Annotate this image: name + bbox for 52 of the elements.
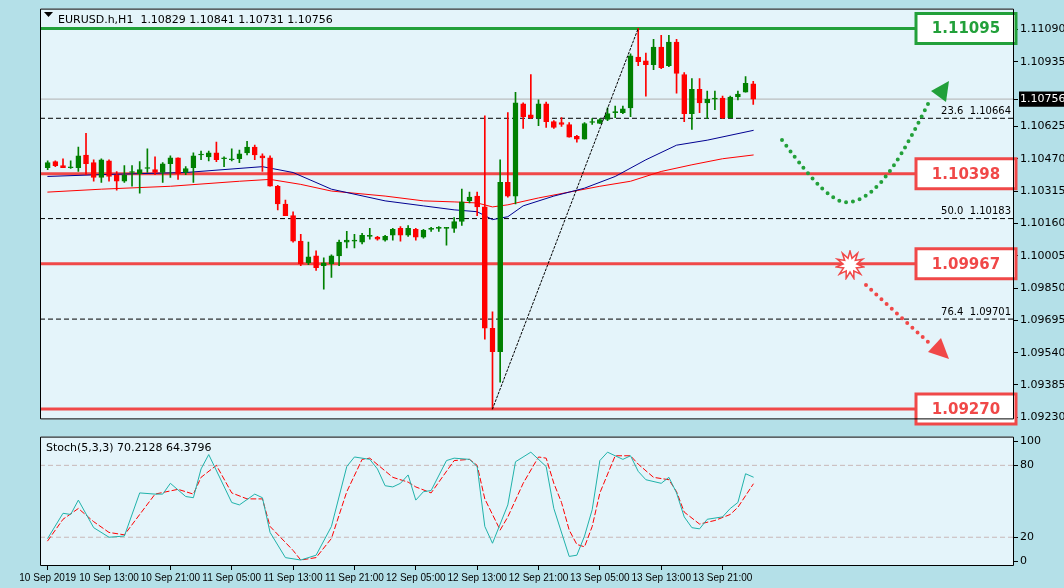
y-tick-label: 1.09850 bbox=[1020, 280, 1064, 294]
x-tick-label: 11 Sep 21:00 bbox=[325, 571, 385, 583]
x-tick-label: 12 Sep 13:00 bbox=[447, 571, 508, 583]
candlestick bbox=[635, 28, 642, 67]
candlestick bbox=[643, 52, 649, 97]
y-tick-label: 1.09385 bbox=[1020, 377, 1064, 391]
y-tick-label: 0 bbox=[1020, 554, 1027, 568]
y-tick-label: 80 bbox=[1020, 458, 1034, 472]
candlestick bbox=[136, 161, 143, 194]
x-tick-label: 11 Sep 13:00 bbox=[263, 571, 323, 583]
y-tick-label: 1.10625 bbox=[1020, 119, 1064, 133]
x-tick-label: 12 Sep 21:00 bbox=[508, 571, 569, 583]
x-tick-label: 10 Sep 13:00 bbox=[79, 571, 140, 583]
candlestick bbox=[228, 148, 235, 162]
candlestick bbox=[528, 74, 534, 120]
candlestick bbox=[152, 156, 158, 175]
x-tick-label: 11 Sep 05:00 bbox=[202, 571, 262, 583]
ref-line-label: 1.10398 bbox=[931, 164, 1001, 183]
y-tick-label: 20 bbox=[1020, 530, 1034, 544]
candlestick bbox=[221, 156, 227, 167]
y-tick-label: 1.10315 bbox=[1020, 183, 1064, 197]
candlestick bbox=[366, 228, 373, 240]
x-tick-label: 13 Sep 05:00 bbox=[570, 571, 631, 583]
y-tick-label: 1.10756 bbox=[1020, 91, 1064, 105]
ref-line-label: 76.4 1.09701 bbox=[941, 305, 1011, 317]
x-tick-label: 13 Sep 13:00 bbox=[631, 571, 692, 583]
y-tick-label: 1.10005 bbox=[1020, 248, 1064, 262]
chart-title: EURUSD.h,H1 1.10829 1.10841 1.10731 1.10756 bbox=[58, 12, 333, 26]
ref-line-label: 50.0 1.10183 bbox=[941, 205, 1011, 217]
y-tick-label: 1.09695 bbox=[1020, 313, 1064, 327]
ref-line-label: 1.09967 bbox=[931, 254, 1001, 273]
y-tick-label: 1.09540 bbox=[1020, 345, 1064, 359]
x-tick-label: 12 Sep 05:00 bbox=[386, 571, 446, 583]
x-tick-label: 10 Sep 21:00 bbox=[140, 571, 201, 583]
y-tick-label: 1.09230 bbox=[1020, 410, 1064, 424]
x-tick-label: 13 Sep 21:00 bbox=[692, 571, 753, 583]
ref-line-label: 1.09270 bbox=[931, 399, 1001, 418]
y-tick-label: 100 bbox=[1020, 434, 1041, 448]
chart-title: Stoch(5,3,3) 70.2128 64.3796 bbox=[46, 440, 212, 454]
candlestick bbox=[320, 257, 327, 290]
x-tick-label: 10 Sep 2019 bbox=[19, 571, 77, 583]
y-tick-label: 1.11090 bbox=[1020, 22, 1064, 36]
y-tick-label: 1.10470 bbox=[1020, 151, 1064, 165]
y-tick-label: 1.10935 bbox=[1020, 54, 1064, 68]
candlestick bbox=[505, 112, 511, 198]
y-tick-label: 1.10160 bbox=[1020, 216, 1064, 230]
candlestick bbox=[67, 160, 74, 169]
candlestick bbox=[83, 132, 89, 175]
candlestick bbox=[198, 150, 204, 161]
ref-line-label: 23.6 1.10664 bbox=[941, 104, 1011, 116]
candlestick bbox=[712, 90, 718, 111]
ref-line-label: 1.11095 bbox=[931, 19, 1001, 38]
